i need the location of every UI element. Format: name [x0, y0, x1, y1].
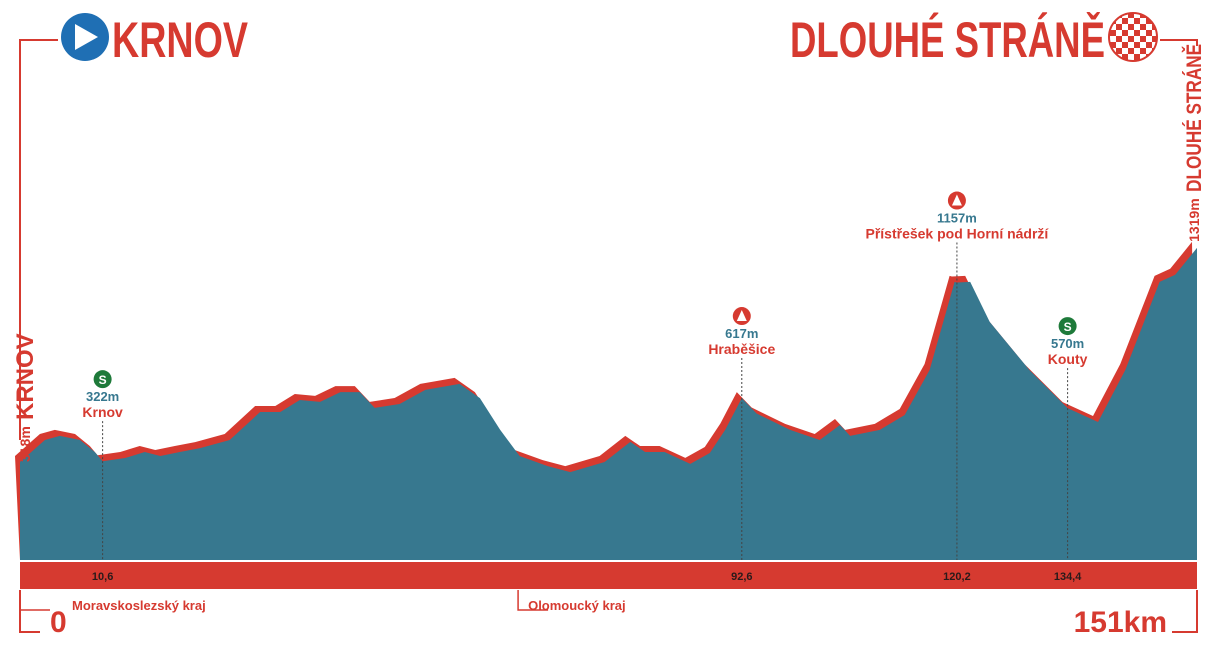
- climb-icon-peak: [736, 310, 747, 322]
- marker-elevation: 570m: [1051, 336, 1084, 351]
- start-icon-arrow: [75, 24, 98, 50]
- finish-icon: [1108, 12, 1158, 62]
- region-marker: [517, 590, 549, 611]
- region-name: Olomoucký kraj: [528, 598, 626, 613]
- start-label: 318m: [17, 426, 33, 462]
- marker-elevation: 322m: [86, 389, 119, 404]
- marker-km: 120,2: [943, 571, 971, 583]
- x-tick-label: 0: [50, 606, 67, 639]
- sprint-icon: [1058, 317, 1077, 336]
- marker-name: Přístřešek pod Horní nádrží: [866, 226, 1050, 242]
- sprint-icon-label: S: [99, 373, 107, 387]
- km-band: [20, 562, 1197, 589]
- marker-elevation: 1157m: [937, 211, 977, 226]
- marker-name: Hraběšice: [708, 341, 775, 357]
- marker-name: Kouty: [1048, 351, 1088, 367]
- sprint-icon-label: S: [1064, 320, 1072, 334]
- region-name: Moravskoslezský kraj: [72, 598, 206, 613]
- finish-name: DLOUHÉ STRÁNĚ: [1182, 44, 1206, 192]
- region-marker: [19, 590, 50, 611]
- climb-icon-peak: [951, 194, 962, 206]
- profile-area: [20, 247, 1197, 560]
- finish-title: DLOUHÉ STRÁNĚ: [790, 12, 1105, 68]
- marker-elevation: 617m: [725, 326, 758, 341]
- marker-km: 92,6: [731, 571, 752, 583]
- marker-km: 134,4: [1054, 571, 1082, 583]
- marker-name: Krnov: [82, 404, 123, 420]
- marker-km: 10,6: [92, 571, 113, 583]
- x-tick-label: 151km: [1074, 606, 1167, 639]
- finish-label: 1319m: [1186, 198, 1202, 242]
- start-name: KRNOV: [12, 333, 39, 420]
- sprint-icon: [93, 370, 112, 389]
- start-title: KRNOV: [112, 12, 248, 68]
- plot: 318m KRNOV 1319m DLOUHÉ STRÁNĚ 0 151km Moravsk…: [12, 44, 1206, 639]
